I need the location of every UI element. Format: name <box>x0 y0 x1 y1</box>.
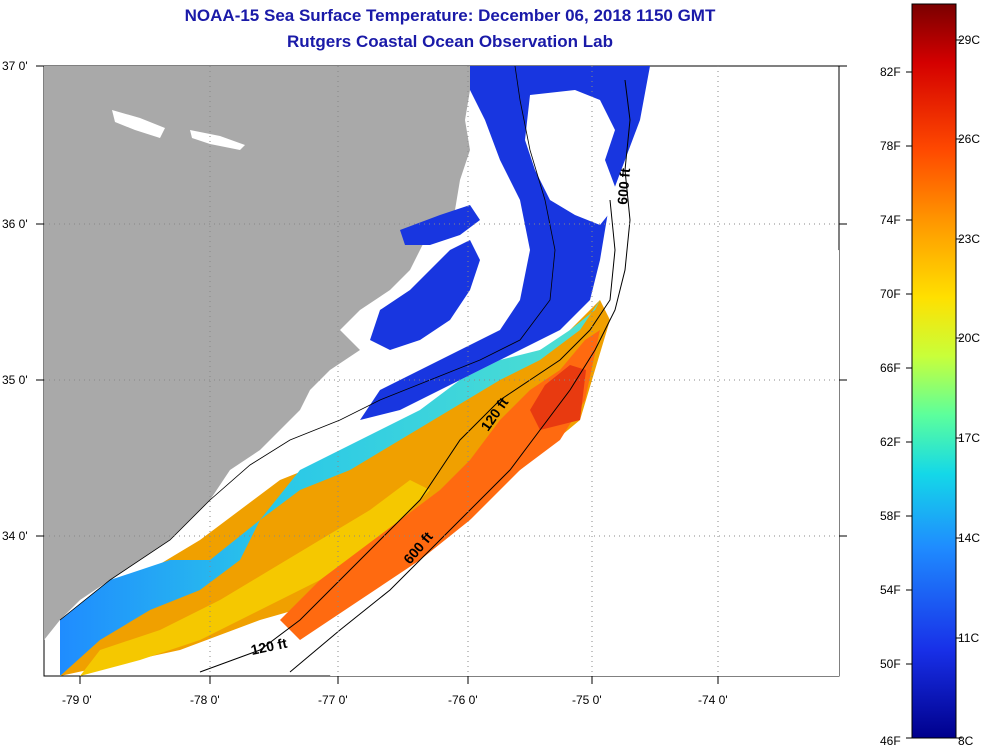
colorbar-f-label: 58F <box>880 509 901 523</box>
lon-label: -76 0' <box>448 693 478 707</box>
colorbar-f-label: 82F <box>880 65 901 79</box>
colorbar-c-label: 17C <box>958 431 980 445</box>
warm-mid-shelf <box>80 480 430 676</box>
colorbar-f-label: 50F <box>880 657 901 671</box>
inland-lake <box>190 130 245 150</box>
contour-600ft <box>289 79 631 673</box>
colorbar-c-label: 23C <box>958 232 980 246</box>
colorbar-c-label: 29C <box>958 33 980 47</box>
map-subtitle: Rutgers Coastal Ocean Observation Lab <box>287 32 613 51</box>
contour-label: 120 ft <box>249 635 288 658</box>
map-title: NOAA-15 Sea Surface Temperature: Decembe… <box>184 6 716 25</box>
colorbar-f-label: 74F <box>880 213 901 227</box>
lat-label: 37 0' <box>2 59 28 73</box>
graticule <box>44 66 839 676</box>
colorbar-c-label: 26C <box>958 132 980 146</box>
colorbar-f-label: 70F <box>880 287 901 301</box>
gulf-stream-edge <box>280 330 600 640</box>
gulf-stream-core <box>530 365 586 430</box>
lat-axis <box>36 65 847 537</box>
colorbar <box>911 3 957 739</box>
colorbar-f-label: 66F <box>880 361 901 375</box>
lon-label: -75 0' <box>572 693 602 707</box>
lon-label: -78 0' <box>190 693 220 707</box>
cloud-mask <box>330 250 839 676</box>
lon-label: -77 0' <box>318 693 348 707</box>
colorbar-f-label: 62F <box>880 435 901 449</box>
contour-120ft <box>199 199 616 673</box>
colorbar-c-ticks <box>956 39 962 739</box>
colorbar-f-ticks <box>906 71 912 739</box>
lon-axis <box>79 676 719 684</box>
pamlico-sound <box>370 240 480 350</box>
colorbar-c-label: 20C <box>958 331 980 345</box>
colorbar-f-label: 54F <box>880 583 901 597</box>
albemarle-sound <box>400 205 480 245</box>
inland-lake <box>112 110 165 138</box>
cloud-mask <box>525 90 620 225</box>
contour-label: 600 ft <box>614 167 633 205</box>
colorbar-c-label: 8C <box>958 734 974 748</box>
land-mass <box>44 66 470 640</box>
lat-label: 36 0' <box>2 217 28 231</box>
lon-label: -74 0' <box>698 693 728 707</box>
colorbar-f-label: 78F <box>880 139 901 153</box>
colorbar-c-label: 11C <box>958 631 979 645</box>
lon-label: -79 0' <box>62 693 92 707</box>
colorbar-f-label: 46F <box>880 734 901 748</box>
lat-label: 35 0' <box>2 373 28 387</box>
colorbar-c-label: 14C <box>958 531 980 545</box>
lat-label: 34 0' <box>2 529 28 543</box>
cool-nearshore-water <box>60 300 600 676</box>
